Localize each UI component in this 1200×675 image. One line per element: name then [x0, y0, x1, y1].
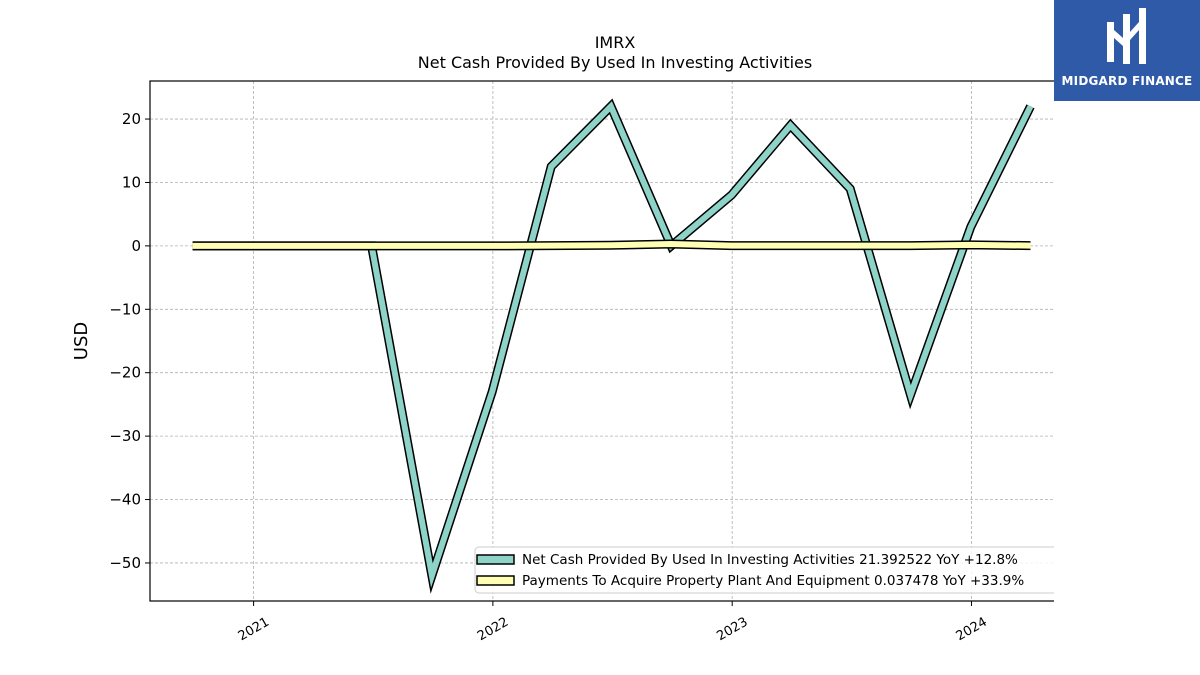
x-tick-label: 2024	[954, 615, 990, 645]
x-tick-label: 2021	[236, 615, 272, 645]
series-0-line-outline	[192, 98, 1035, 594]
y-tick-label: 10	[122, 173, 141, 191]
y-tick-label: −10	[109, 300, 141, 318]
legend-swatch	[476, 554, 515, 565]
y-tick-label: −50	[109, 554, 141, 572]
series-0-line	[192, 101, 1034, 588]
midgard-logo-icon	[1107, 8, 1146, 64]
logo-text: MIDGARD FINANCE	[1061, 74, 1193, 88]
x-tick-label: 2023	[714, 615, 750, 645]
legend-swatch	[476, 575, 515, 586]
x-tick-label: 2022	[475, 615, 511, 645]
chart-subtitle: Net Cash Provided By Used In Investing A…	[418, 53, 812, 72]
logo: MIDGARD FINANCE	[1054, 0, 1200, 101]
chart-title: IMRX	[595, 33, 636, 52]
legend-box	[474, 546, 1054, 594]
y-axis-label: USD	[71, 322, 92, 360]
y-tick-label: 20	[122, 110, 141, 128]
y-tick-label: −30	[109, 427, 141, 445]
legend-label: Net Cash Provided By Used In Investing A…	[522, 552, 1018, 568]
y-tick-label: 0	[131, 237, 141, 255]
y-tick-label: −40	[109, 491, 141, 509]
y-tick-label: −20	[109, 364, 141, 382]
legend: Net Cash Provided By Used In Investing A…	[474, 546, 1054, 594]
series-1-line	[192, 240, 1031, 249]
plot-frame	[149, 80, 1054, 602]
legend-label: Payments To Acquire Property Plant And E…	[522, 573, 1024, 589]
